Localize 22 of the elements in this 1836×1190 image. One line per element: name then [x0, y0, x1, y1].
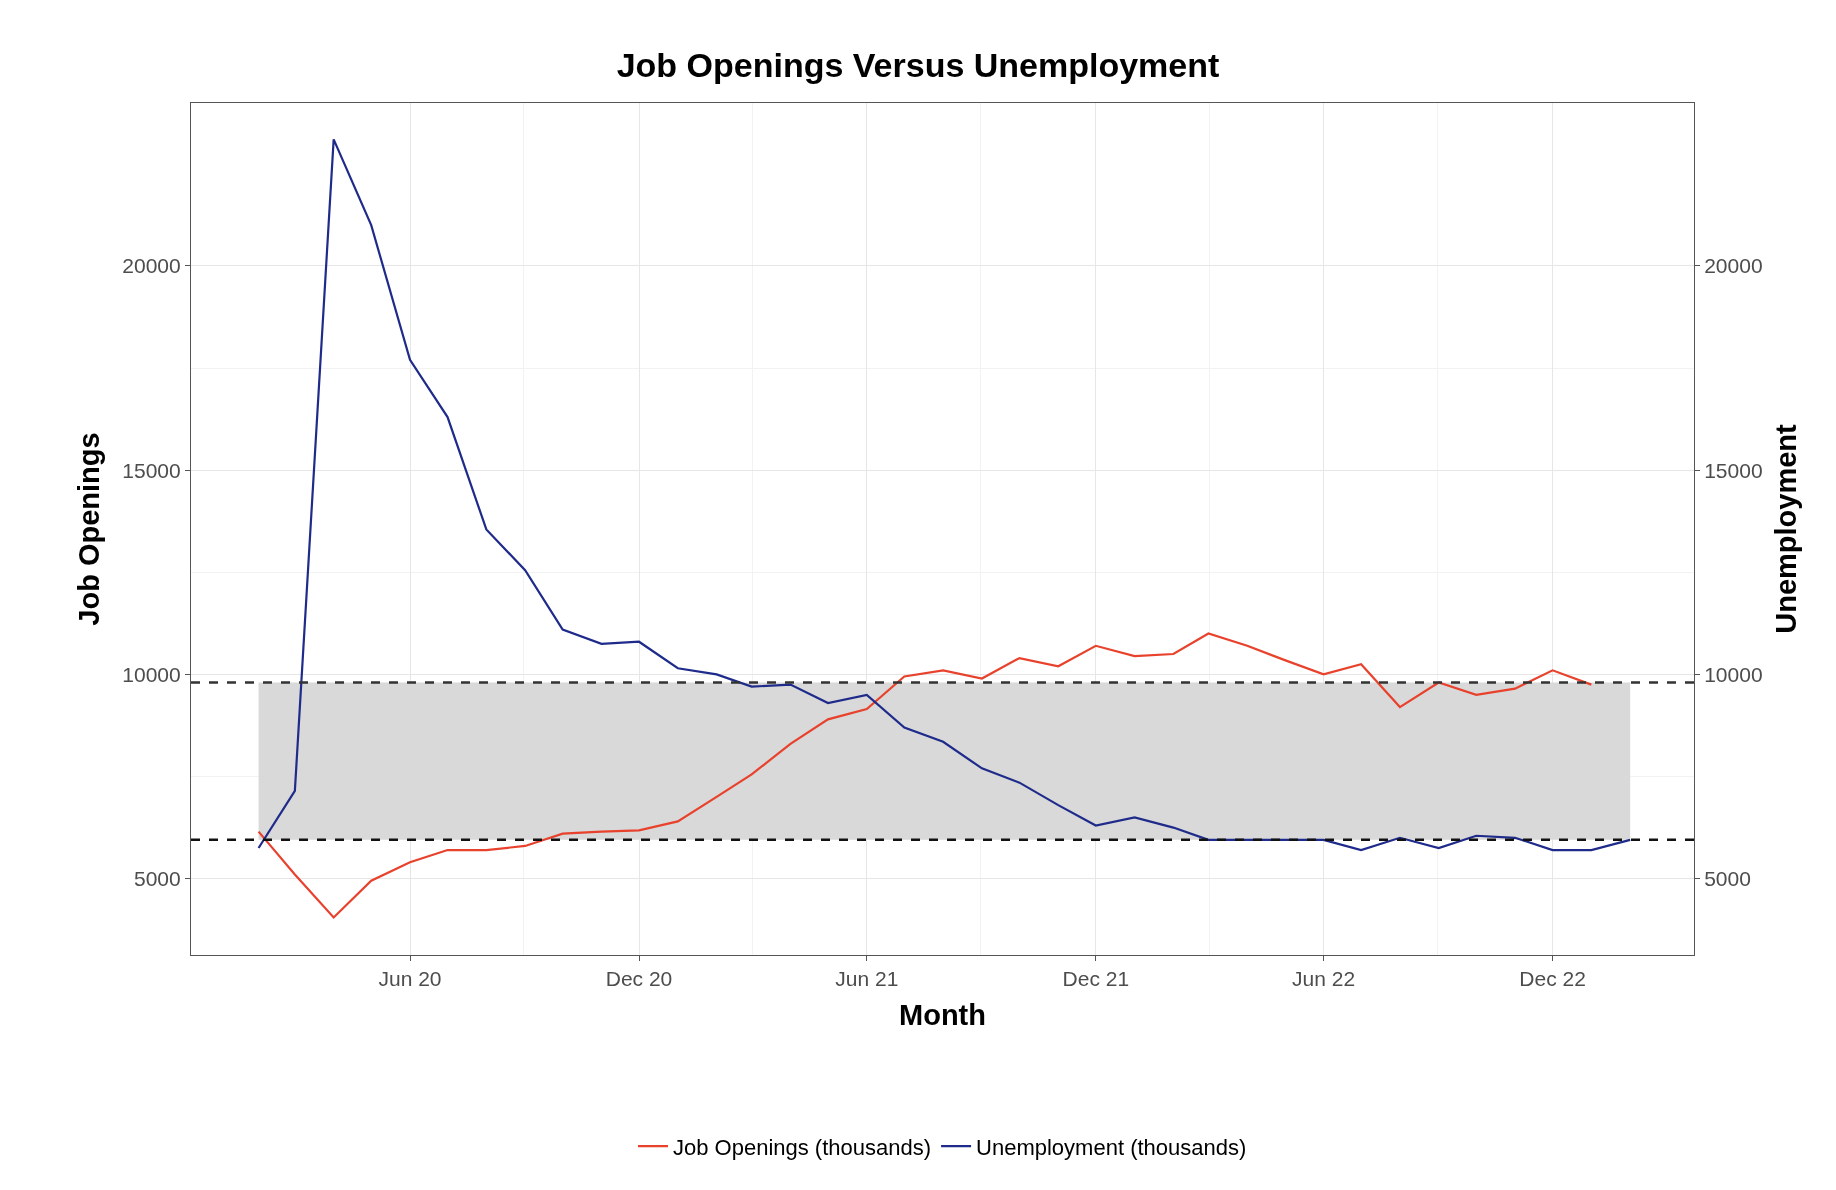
y2-tick-label: 5000: [1704, 866, 1751, 890]
y-tick-label: 20000: [122, 254, 181, 278]
x-tick-label: Dec 21: [1062, 967, 1130, 991]
y-tick-label: 5000: [133, 866, 181, 890]
y2-tick-label: 15000: [1704, 458, 1763, 482]
chart-title: Job Openings Versus Unemployment: [616, 46, 1220, 85]
x-tick-label: Jun 21: [835, 967, 899, 991]
legend-label: Job Openings (thousands): [673, 1134, 932, 1160]
y-tick-label: 15000: [122, 458, 181, 482]
line-series: [257, 632, 1593, 919]
x-tick-label: Dec 20: [605, 967, 673, 991]
y-tick-label: 10000: [122, 662, 181, 686]
y2-tick-label: 20000: [1704, 254, 1763, 278]
x-axis-title: Month: [899, 999, 986, 1032]
x-tick-label: Jun 22: [1292, 967, 1356, 991]
y-axis-title: Job Openings: [72, 432, 105, 626]
legend-label: Unemployment (thousands): [976, 1134, 1247, 1160]
y2-tick-label: 10000: [1704, 662, 1763, 686]
x-tick-label: Dec 22: [1519, 967, 1586, 991]
line-series: [257, 138, 1632, 852]
x-tick-label: Jun 20: [378, 967, 442, 991]
y2-axis-title: Unemployment: [1770, 423, 1803, 634]
